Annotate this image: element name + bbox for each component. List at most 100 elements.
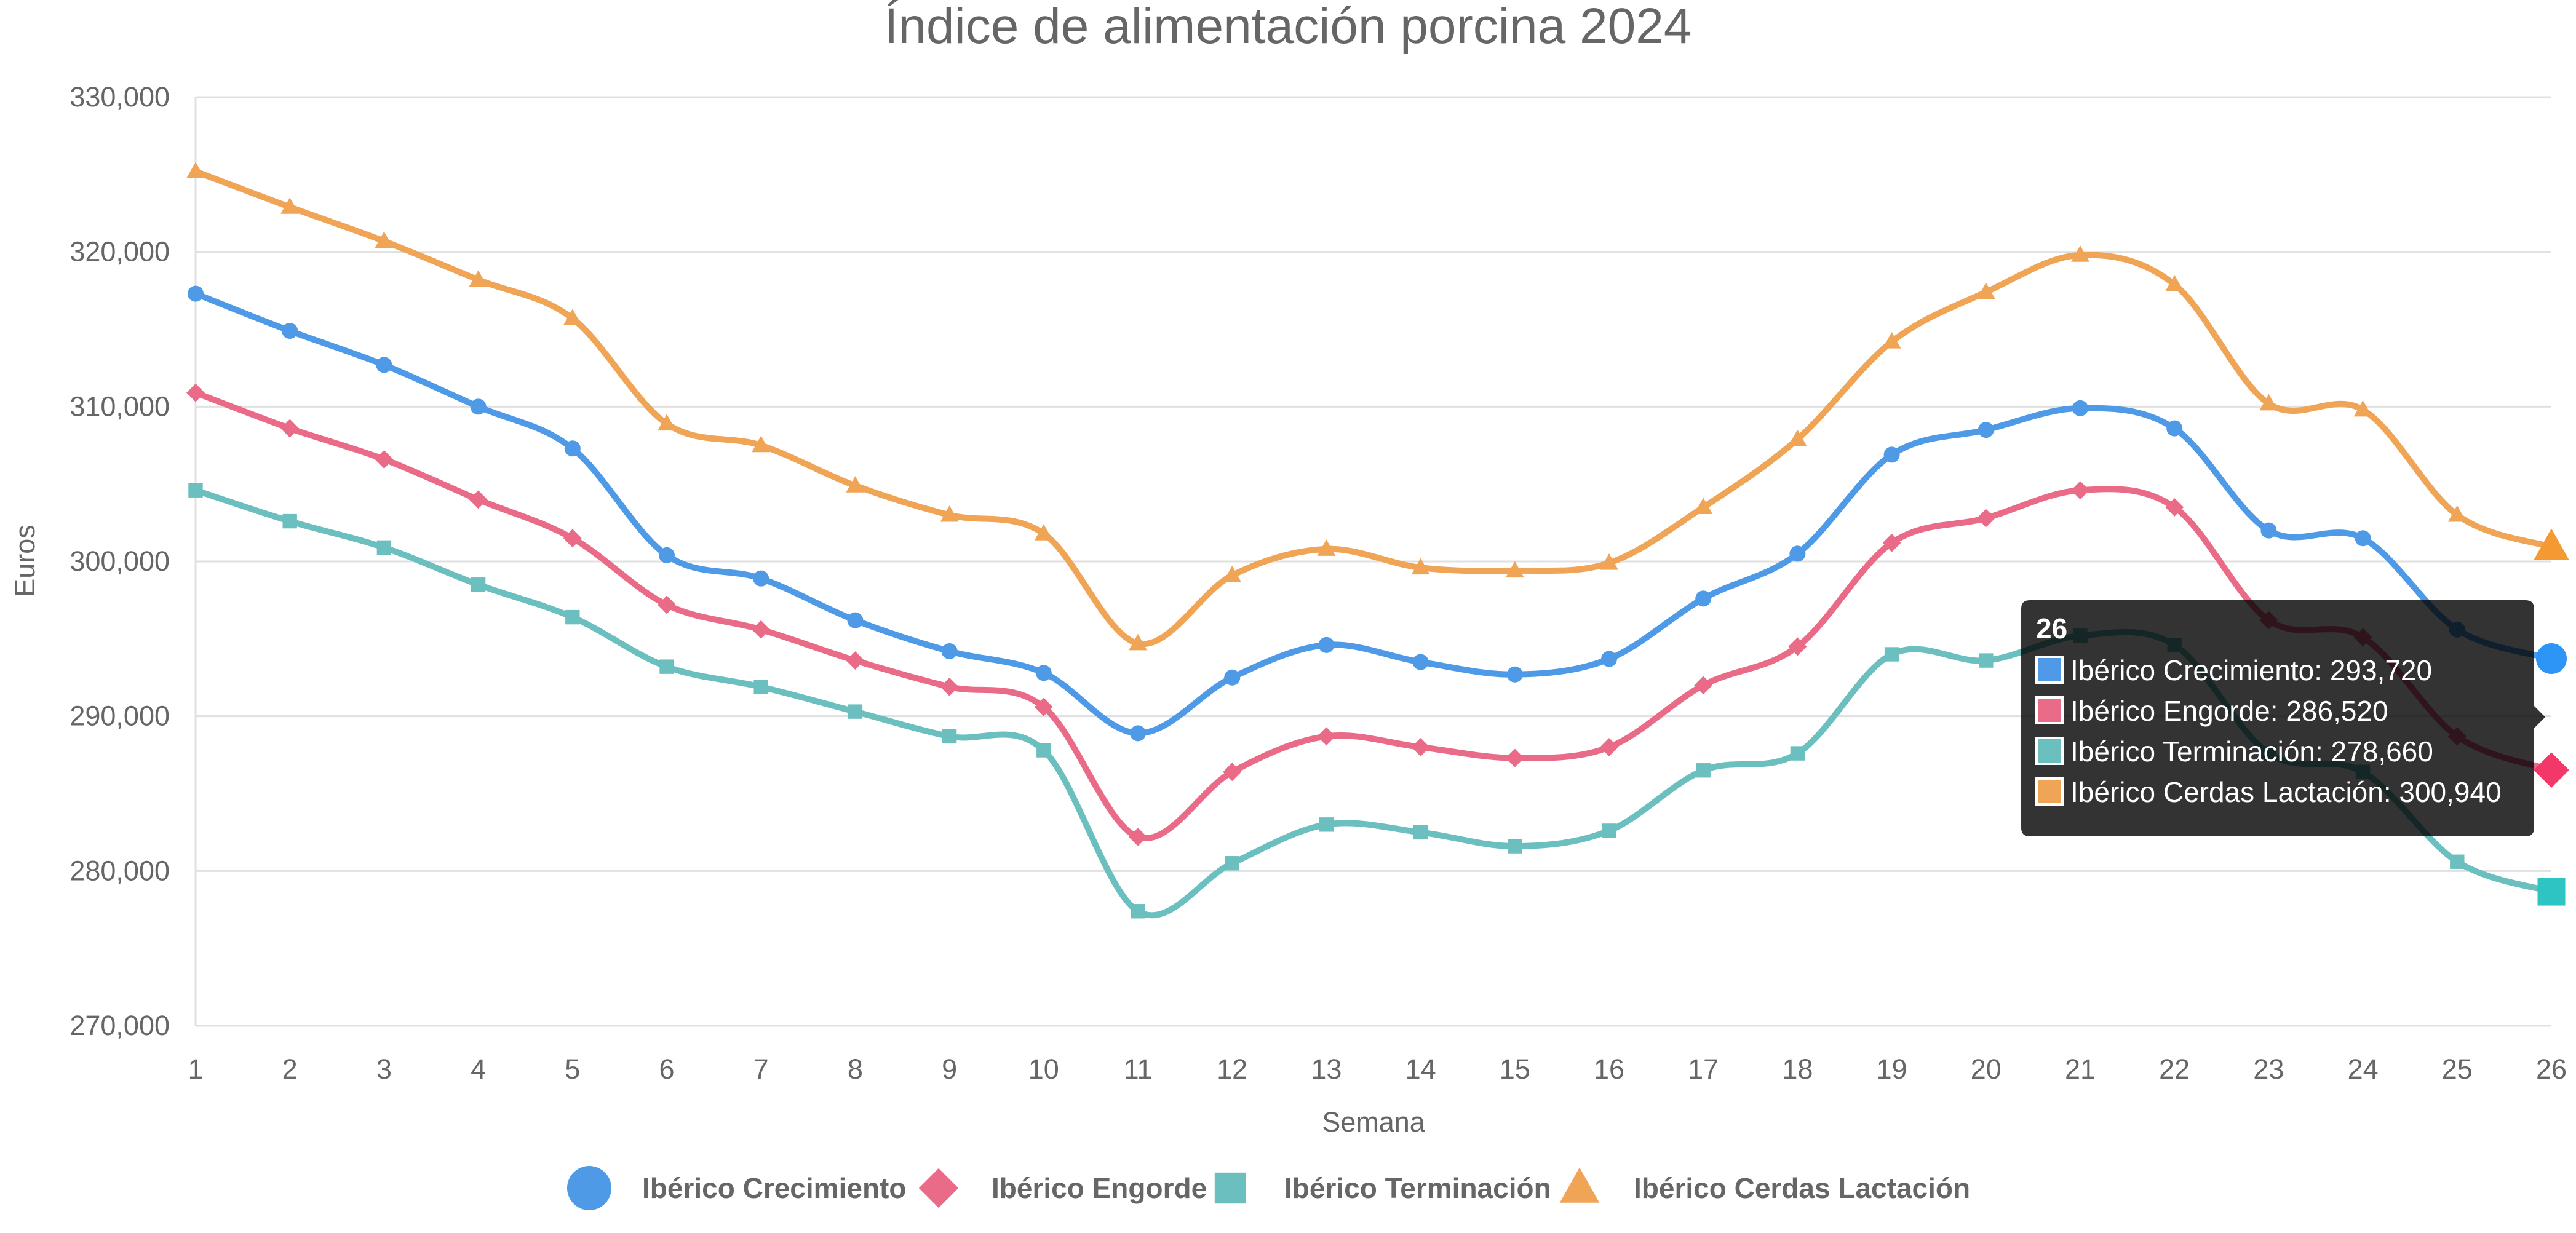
hover-point[interactable] <box>2534 752 2569 788</box>
data-point[interactable] <box>1129 828 1147 846</box>
data-point[interactable] <box>188 285 204 302</box>
data-point[interactable] <box>564 440 581 457</box>
data-point[interactable] <box>1411 738 1430 756</box>
data-point[interactable] <box>565 609 580 625</box>
data-point[interactable] <box>1317 727 1336 746</box>
data-point[interactable] <box>1694 676 1713 695</box>
data-point[interactable] <box>1130 725 1146 742</box>
data-point[interactable] <box>470 398 487 415</box>
data-point[interactable] <box>471 577 486 592</box>
legend-item-3[interactable]: Ibérico Terminación <box>1214 1172 1551 1204</box>
data-point[interactable] <box>1976 509 1995 528</box>
data-point[interactable] <box>1788 637 1807 656</box>
data-point[interactable] <box>1036 743 1051 758</box>
data-point[interactable] <box>2355 530 2371 547</box>
data-point[interactable] <box>1976 282 1995 299</box>
data-point[interactable] <box>2450 854 2465 869</box>
data-point[interactable] <box>186 162 205 178</box>
data-point[interactable] <box>1413 825 1428 840</box>
data-point[interactable] <box>1035 665 1052 681</box>
data-point[interactable] <box>752 620 771 639</box>
data-point[interactable] <box>469 270 488 287</box>
data-point[interactable] <box>2165 498 2184 517</box>
data-point[interactable] <box>2259 394 2278 411</box>
data-point[interactable] <box>186 383 205 402</box>
data-point[interactable] <box>846 651 865 670</box>
data-point[interactable] <box>282 513 297 529</box>
data-point[interactable] <box>1883 446 1900 463</box>
data-point[interactable] <box>1790 746 1805 761</box>
hover-point[interactable] <box>2536 643 2567 675</box>
data-point[interactable] <box>940 677 959 696</box>
data-point[interactable] <box>1600 738 1618 756</box>
data-point[interactable] <box>2447 505 2467 522</box>
data-point[interactable] <box>282 323 298 339</box>
data-point[interactable] <box>941 643 958 659</box>
data-point[interactable] <box>1978 422 1994 438</box>
data-point[interactable] <box>2071 245 2089 262</box>
data-point[interactable] <box>1505 561 1524 578</box>
data-point[interactable] <box>2072 400 2088 416</box>
data-point[interactable] <box>1979 653 1994 668</box>
data-point[interactable] <box>563 309 582 325</box>
data-point[interactable] <box>1508 839 1522 854</box>
data-point[interactable] <box>280 419 300 438</box>
data-point[interactable] <box>1319 817 1334 832</box>
data-point[interactable] <box>2071 481 2089 500</box>
legend-item-2[interactable]: Ibérico Engorde <box>918 1168 1207 1208</box>
data-point[interactable] <box>1129 633 1147 651</box>
data-point[interactable] <box>1505 748 1524 767</box>
data-point[interactable] <box>1412 654 1429 670</box>
data-point[interactable] <box>1602 823 1616 838</box>
data-point[interactable] <box>752 435 771 453</box>
data-point[interactable] <box>2165 274 2184 291</box>
data-point[interactable] <box>1600 553 1618 570</box>
legend-item-1[interactable]: Ibérico Crecimiento <box>567 1166 906 1210</box>
data-point[interactable] <box>940 505 959 522</box>
data-point[interactable] <box>1506 666 1523 683</box>
data-point[interactable] <box>1318 636 1335 653</box>
data-point[interactable] <box>1694 498 1713 514</box>
data-point[interactable] <box>659 547 675 563</box>
data-point[interactable] <box>1317 539 1336 556</box>
data-point[interactable] <box>1884 647 1899 662</box>
data-point[interactable] <box>376 357 392 373</box>
data-point[interactable] <box>469 490 488 509</box>
data-point[interactable] <box>1411 558 1430 575</box>
data-point[interactable] <box>2166 420 2183 437</box>
data-point[interactable] <box>375 450 394 469</box>
data-point[interactable] <box>1696 763 1711 778</box>
data-point[interactable] <box>753 570 769 587</box>
data-point[interactable] <box>1223 566 1242 582</box>
legend-item-4[interactable]: Ibérico Cerdas Lactación <box>1559 1167 1970 1204</box>
data-point[interactable] <box>1223 763 1242 782</box>
data-point[interactable] <box>563 529 582 548</box>
data-point[interactable] <box>375 231 394 248</box>
data-point[interactable] <box>1224 669 1241 686</box>
data-point[interactable] <box>1788 429 1807 446</box>
data-point[interactable] <box>848 704 863 719</box>
hover-point[interactable] <box>2537 878 2566 906</box>
hover-point[interactable] <box>2534 528 2569 560</box>
data-point[interactable] <box>847 612 864 628</box>
data-point[interactable] <box>1789 545 1806 562</box>
data-point[interactable] <box>1034 697 1053 716</box>
data-point[interactable] <box>753 680 768 694</box>
data-point[interactable] <box>658 595 676 614</box>
data-point[interactable] <box>1882 332 1901 349</box>
data-point[interactable] <box>280 197 300 214</box>
data-point[interactable] <box>846 476 865 493</box>
data-point[interactable] <box>188 483 203 498</box>
data-point[interactable] <box>1695 590 1712 607</box>
data-point[interactable] <box>658 414 676 431</box>
data-point[interactable] <box>659 659 674 674</box>
data-point[interactable] <box>1882 533 1901 552</box>
data-point[interactable] <box>2353 400 2372 417</box>
data-point[interactable] <box>942 729 957 744</box>
data-point[interactable] <box>376 540 392 555</box>
data-point[interactable] <box>1131 904 1145 919</box>
data-point[interactable] <box>2260 522 2277 539</box>
data-point[interactable] <box>1225 856 1239 871</box>
data-point[interactable] <box>1601 651 1617 667</box>
data-point[interactable] <box>1034 524 1053 541</box>
